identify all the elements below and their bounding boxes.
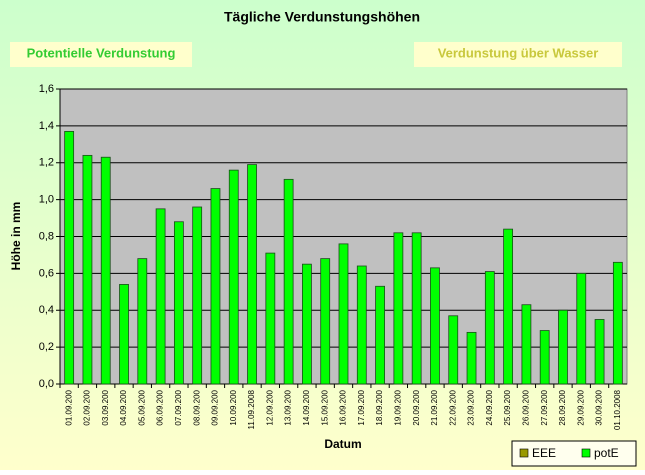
bar	[265, 252, 276, 385]
bar	[283, 178, 294, 385]
x-tick-label: 02.09.200	[83, 389, 92, 425]
bar	[393, 232, 404, 385]
bar	[539, 330, 550, 385]
bar	[558, 309, 568, 385]
bar	[484, 271, 495, 385]
bar	[521, 304, 532, 385]
x-tick-label: 04.09.200	[119, 389, 128, 425]
chart-title: Tägliche Verdunstungshöhen	[224, 9, 420, 25]
x-tick-label: 03.09.200	[101, 389, 110, 425]
y-tick-label: 1,4	[39, 120, 54, 132]
x-tick-label: 11.09.2008	[247, 389, 256, 429]
x-tick-label: 30.09.200	[595, 389, 604, 425]
x-tick-label: 10.09.200	[229, 389, 238, 425]
x-tick-label: 25.09.200	[503, 389, 512, 425]
y-tick-label: 0,6	[39, 267, 54, 279]
x-tick-label: 24.09.200	[485, 389, 494, 425]
x-tick-label: 15.09.200	[320, 389, 329, 425]
bar	[192, 206, 203, 385]
bar	[210, 188, 221, 385]
x-tick-label: 29.09.200	[576, 389, 585, 425]
bar	[173, 221, 184, 385]
bar	[137, 258, 148, 385]
y-tick-label: 1,2	[39, 157, 54, 169]
bar	[155, 208, 166, 385]
x-tick-label: 05.09.200	[137, 389, 146, 425]
x-tick-label: 17.09.200	[357, 389, 366, 425]
x-tick-label: 01.10.2008	[613, 389, 622, 430]
y-axis-label: Höhe in mm	[9, 202, 23, 271]
bar	[338, 243, 349, 385]
bar	[82, 154, 93, 385]
bar	[375, 285, 385, 385]
x-tick-label: 22.09.200	[448, 389, 457, 425]
x-tick-label: 18.09.200	[375, 389, 384, 425]
x-tick-label: 27.09.200	[540, 389, 549, 425]
bar	[612, 261, 623, 385]
x-tick-label: 12.09.200	[265, 389, 274, 425]
bar	[576, 272, 587, 385]
bar	[320, 258, 331, 385]
x-tick-label: 20.09.200	[412, 389, 421, 425]
x-tick-label: 16.09.200	[339, 389, 348, 425]
x-tick-label: 14.09.200	[302, 389, 311, 425]
bar	[119, 284, 129, 385]
bar	[448, 315, 459, 385]
legend-swatch	[581, 448, 591, 458]
x-tick-label: 09.09.200	[211, 389, 220, 425]
x-tick-label: 19.09.200	[393, 389, 402, 425]
bar	[100, 156, 111, 385]
bar	[466, 331, 477, 385]
annotation: Verdunstung über Wasser	[438, 45, 599, 60]
x-tick-label: 21.09.200	[430, 389, 439, 425]
bar	[594, 319, 605, 385]
y-tick-label: 0,4	[39, 304, 54, 316]
legend-swatch	[519, 448, 529, 458]
y-tick-label: 0,2	[39, 341, 54, 353]
legend	[511, 440, 637, 467]
x-tick-label: 01.09.200	[64, 389, 73, 425]
x-tick-label: 23.09.200	[467, 389, 476, 425]
x-tick-label: 13.09.200	[284, 389, 293, 425]
y-tick-label: 1,0	[39, 194, 54, 206]
bar	[228, 169, 239, 385]
x-tick-label: 26.09.200	[522, 389, 531, 425]
bar	[247, 164, 257, 385]
x-tick-label: 07.09.200	[174, 389, 183, 425]
bar	[411, 232, 422, 385]
x-tick-label: 06.09.200	[156, 389, 165, 425]
bar	[430, 267, 440, 385]
legend-label: EEE	[532, 446, 556, 460]
x-tick-label: 28.09.200	[558, 389, 567, 425]
y-tick-label: 0,8	[39, 230, 54, 242]
legend-label: potE	[594, 446, 619, 460]
bar	[302, 263, 312, 385]
annotation-box	[414, 42, 622, 67]
x-tick-label: 08.09.200	[192, 389, 201, 425]
y-tick-label: 1,6	[39, 83, 54, 95]
annotation-box	[10, 42, 192, 67]
bar	[503, 228, 514, 385]
annotation: Potentielle Verdunstung	[27, 45, 176, 60]
y-tick-label: 0,0	[39, 378, 54, 390]
bar	[64, 131, 75, 385]
x-axis-label: Datum	[324, 437, 361, 451]
bar	[356, 265, 367, 385]
